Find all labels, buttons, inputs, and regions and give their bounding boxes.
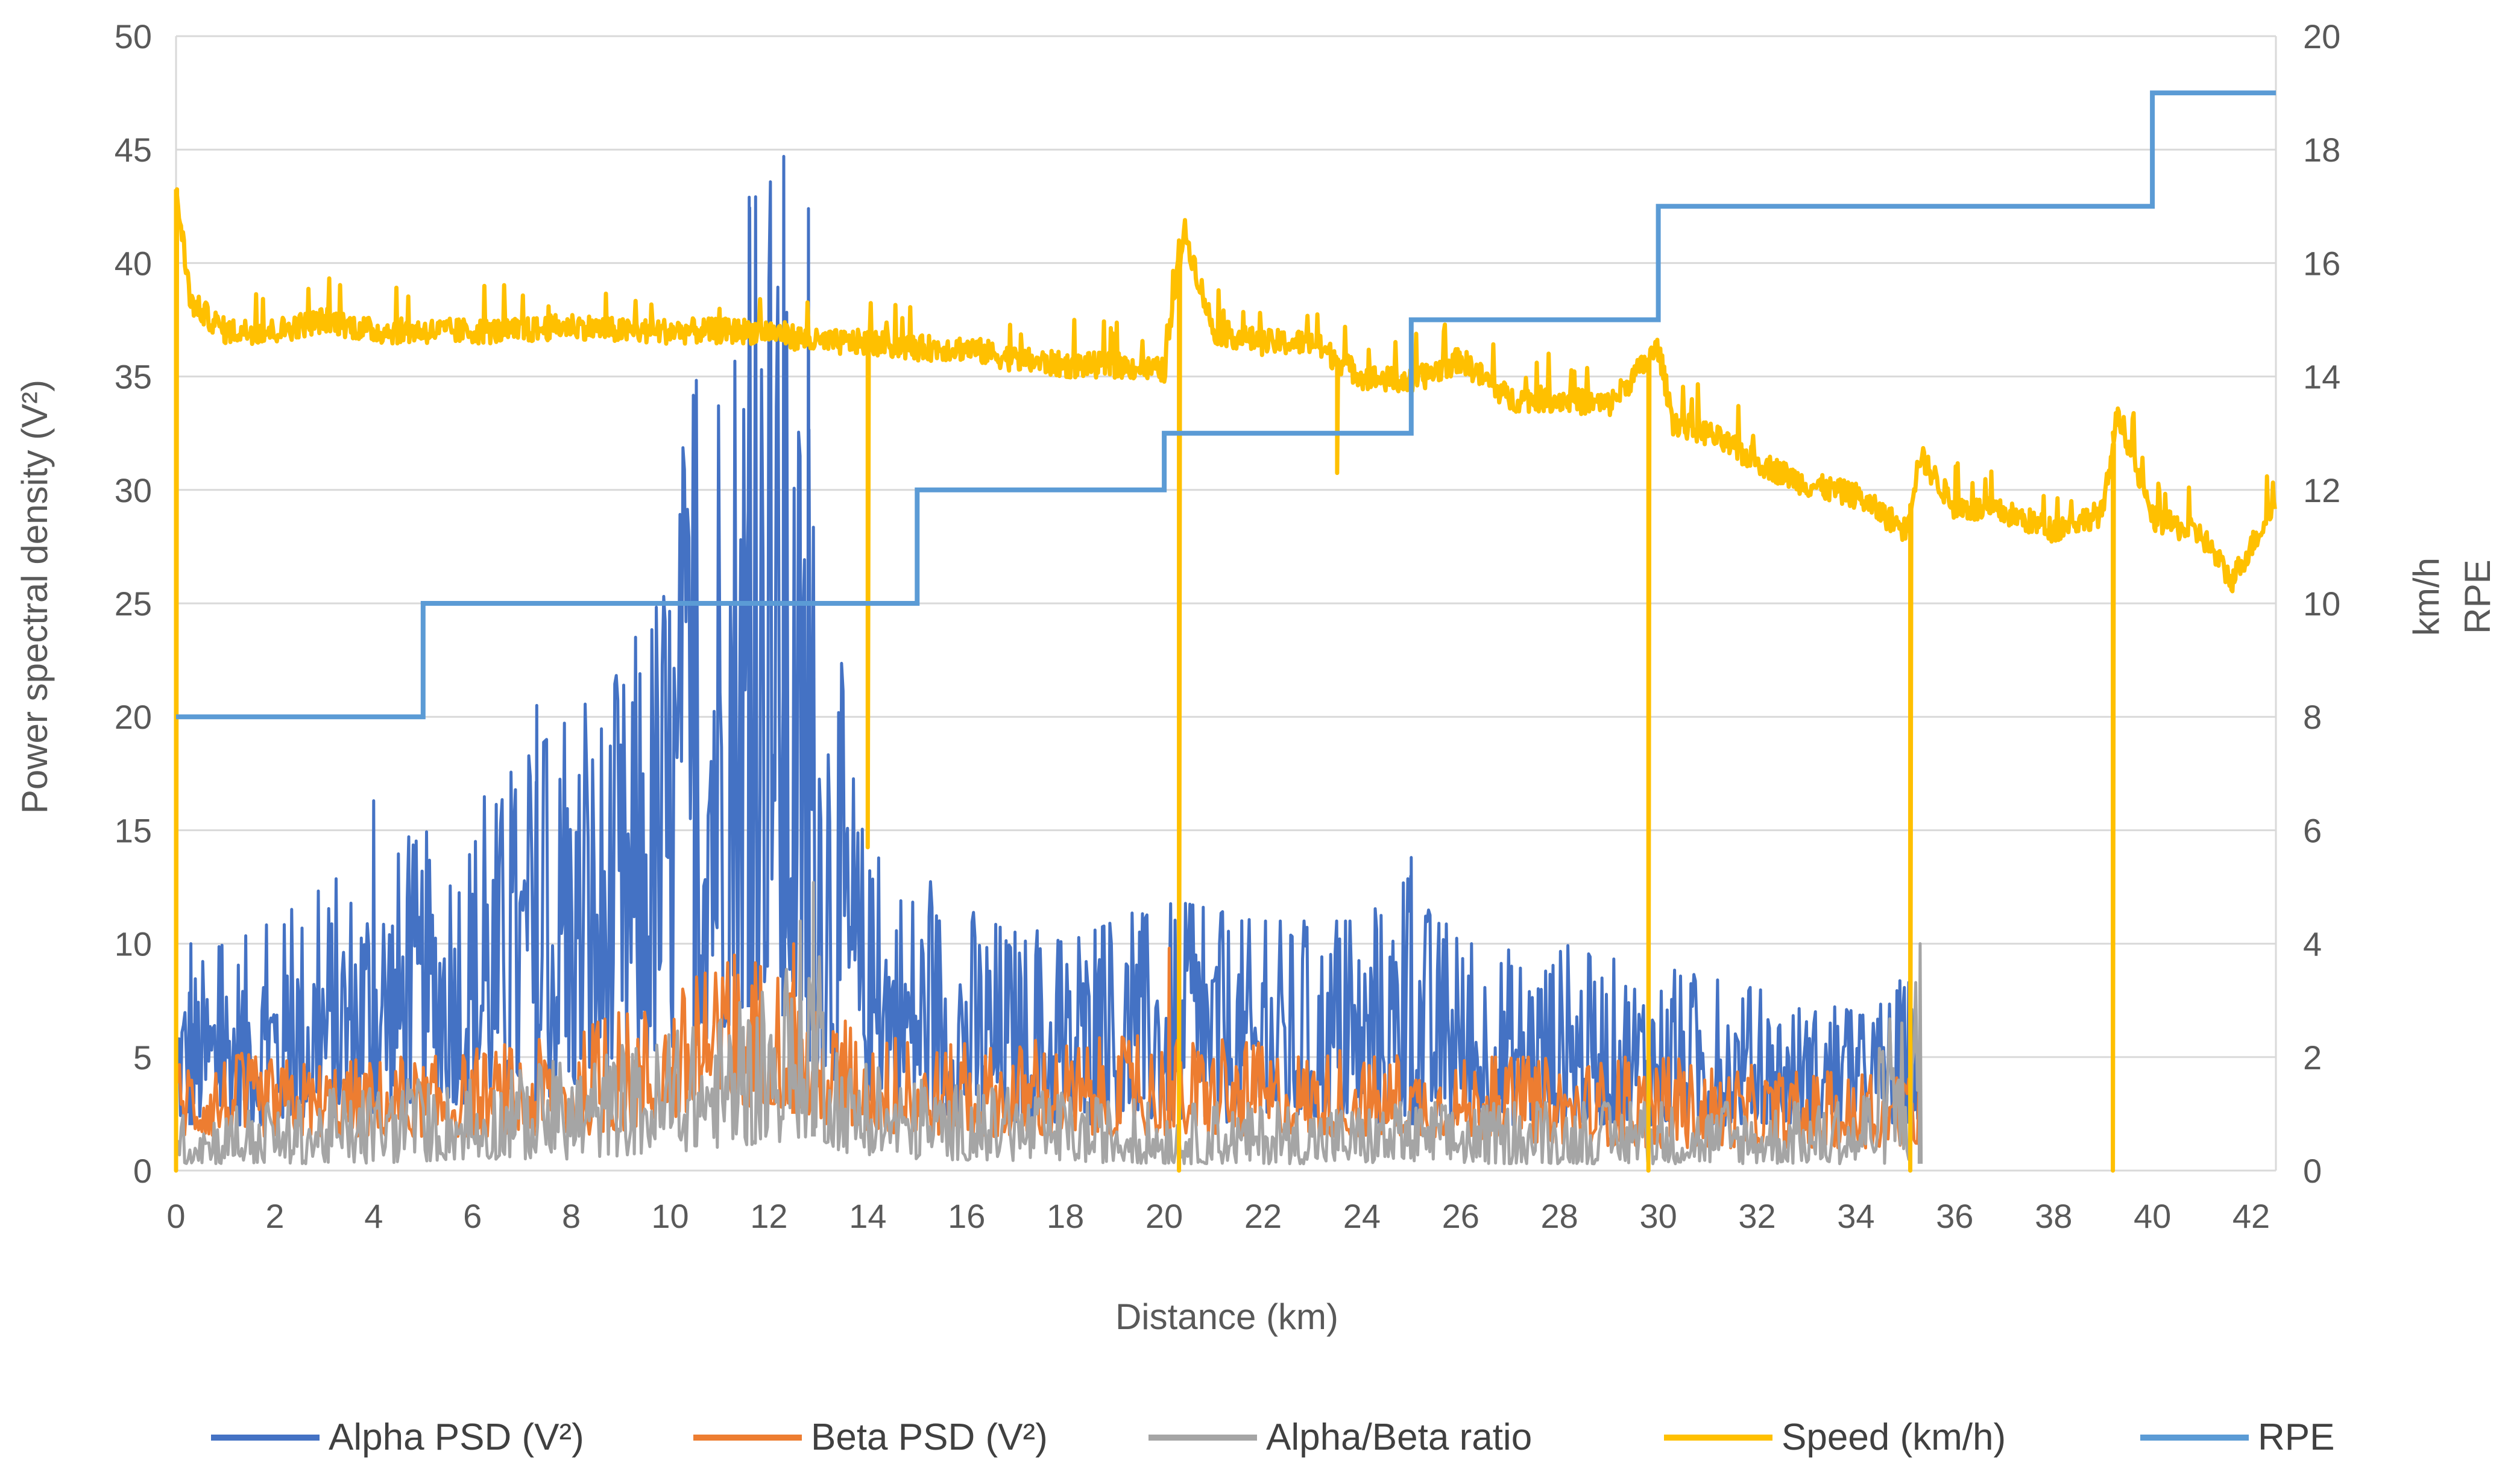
x-tick-label: 20 (1145, 1197, 1183, 1235)
x-tick-label: 8 (562, 1197, 581, 1235)
y-right-tick-label: 10 (2303, 585, 2340, 623)
legend-item: RPE (2140, 1416, 2334, 1458)
y-axis-left-title: Power spectral density (V²) (14, 380, 55, 814)
x-tick-label: 32 (1738, 1197, 1776, 1235)
x-tick-label: 14 (849, 1197, 886, 1235)
legend-label: Speed (km/h) (1782, 1416, 2006, 1458)
x-tick-label: 2 (265, 1197, 284, 1235)
y-right-tick-label: 16 (2303, 244, 2340, 282)
y-left-tick-label: 40 (115, 244, 152, 282)
y-right-tick-label: 0 (2303, 1152, 2322, 1190)
y-left-tick-label: 25 (115, 585, 152, 623)
y-right-tick-label: 2 (2303, 1039, 2322, 1077)
x-tick-label: 6 (463, 1197, 482, 1235)
x-tick-label: 24 (1343, 1197, 1381, 1235)
y-right-tick-label: 14 (2303, 358, 2340, 396)
x-tick-label: 42 (2232, 1197, 2270, 1235)
y-right-tick-label: 20 (2303, 17, 2340, 55)
legend-item: Beta PSD (V²) (693, 1416, 1048, 1458)
legend-item: Alpha PSD (V²) (211, 1416, 584, 1458)
y-right-tick-label: 8 (2303, 698, 2322, 736)
x-tick-label: 22 (1244, 1197, 1282, 1235)
x-tick-label: 36 (1936, 1197, 1973, 1235)
y-left-tick-label: 30 (115, 471, 152, 509)
y-left-tick-label: 50 (115, 17, 152, 55)
x-tick-label: 40 (2134, 1197, 2171, 1235)
legend-label: Beta PSD (V²) (811, 1416, 1048, 1458)
x-tick-label: 12 (750, 1197, 787, 1235)
legend-item: Alpha/Beta ratio (1149, 1416, 1532, 1458)
y-left-tick-label: 35 (115, 358, 152, 396)
plot-area (176, 93, 2276, 1171)
legend-label: RPE (2258, 1416, 2334, 1458)
y-right-tick-label: 12 (2303, 471, 2340, 509)
chart-svg: 05101520253035404550024681012141618200 2 4… (0, 0, 2505, 1484)
x-tick-label: 26 (1442, 1197, 1479, 1235)
x-tick-label: 18 (1047, 1197, 1084, 1235)
chart-container: 0 5 10 15 20 25 30 35 40 45 50 0 2 4 6 8 10 12 14 16 18 20 0 2 4… (0, 0, 2505, 1484)
y-left-tick-label: 15 (115, 811, 152, 849)
y-axis-right-title-kmh: km/h (2406, 558, 2447, 636)
x-tick-label: 0 (166, 1197, 185, 1235)
x-tick-label: 38 (2035, 1197, 2072, 1235)
x-tick-label: 30 (1639, 1197, 1677, 1235)
y-axis-right-title-rpe: RPE (2457, 559, 2498, 634)
y-right-tick-label: 18 (2303, 131, 2340, 169)
y-right-tick-label: 6 (2303, 811, 2322, 849)
y-left-tick-label: 0 (133, 1152, 152, 1190)
y-left-tick-label: 45 (115, 131, 152, 169)
y-left-tick-label: 10 (115, 925, 152, 963)
legend-label: Alpha/Beta ratio (1266, 1416, 1532, 1458)
y-left-tick-label: 5 (133, 1039, 152, 1077)
x-tick-label: 16 (948, 1197, 985, 1235)
x-axis-title: Distance (km) (1115, 1297, 1338, 1337)
x-tick-label: 4 (364, 1197, 383, 1235)
series-rpe (176, 93, 2276, 717)
x-tick-label: 10 (651, 1197, 688, 1235)
y-left-tick-label: 20 (115, 698, 152, 736)
legend-item: Speed (km/h) (1664, 1416, 2006, 1458)
x-tick-label: 34 (1837, 1197, 1874, 1235)
x-tick-label: 28 (1541, 1197, 1578, 1235)
y-right-tick-label: 4 (2303, 925, 2322, 963)
legend-label: Alpha PSD (V²) (329, 1416, 584, 1458)
legend: Alpha PSD (V²) Beta PSD (V²) Alpha/Beta ra… (211, 1416, 2334, 1458)
